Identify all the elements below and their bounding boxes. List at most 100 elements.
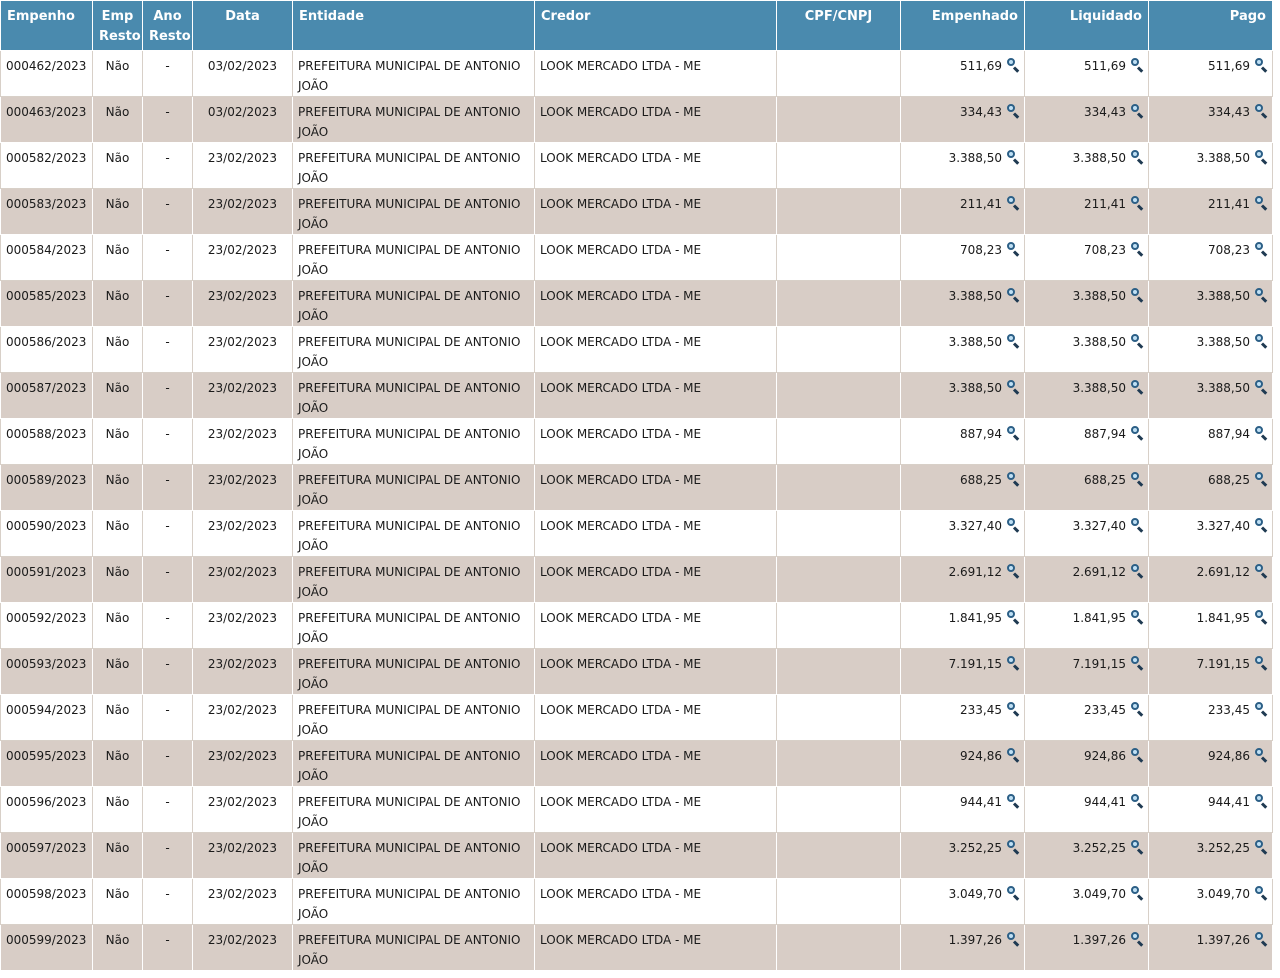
header-data[interactable]: Data: [192, 0, 293, 51]
table-row[interactable]: 000588/2023 Não -23/02/2023 PREFEITURA MUNI…: [0, 418, 1273, 465]
magnifier-icon[interactable]: [1006, 58, 1020, 73]
magnifier-icon[interactable]: [1130, 288, 1144, 303]
magnifier-icon[interactable]: [1006, 196, 1020, 211]
header-empenhado[interactable]: Empenhado: [900, 0, 1025, 51]
magnifier-icon[interactable]: [1130, 610, 1144, 625]
header-ano-resto[interactable]: Ano Resto: [142, 0, 193, 51]
magnifier-icon[interactable]: [1130, 196, 1144, 211]
magnifier-icon[interactable]: [1130, 334, 1144, 349]
magnifier-icon[interactable]: [1006, 702, 1020, 717]
cell-empenho[interactable]: 000598/2023: [0, 878, 93, 925]
magnifier-icon[interactable]: [1254, 334, 1268, 349]
magnifier-icon[interactable]: [1006, 840, 1020, 855]
magnifier-icon[interactable]: [1254, 564, 1268, 579]
cell-empenho[interactable]: 000595/2023: [0, 740, 93, 787]
magnifier-icon[interactable]: [1254, 886, 1268, 901]
magnifier-icon[interactable]: [1254, 242, 1268, 257]
magnifier-icon[interactable]: [1254, 748, 1268, 763]
magnifier-icon[interactable]: [1006, 518, 1020, 533]
header-liquidado[interactable]: Liquidado: [1024, 0, 1149, 51]
table-row[interactable]: 000583/2023 Não -23/02/2023 PREFEITURA MUNI…: [0, 188, 1273, 235]
cell-empenho[interactable]: 000584/2023: [0, 234, 93, 281]
cell-empenho[interactable]: 000583/2023: [0, 188, 93, 235]
magnifier-icon[interactable]: [1254, 518, 1268, 533]
cell-empenho[interactable]: 000463/2023: [0, 96, 93, 143]
magnifier-icon[interactable]: [1254, 840, 1268, 855]
magnifier-icon[interactable]: [1006, 426, 1020, 441]
table-row[interactable]: 000587/2023 Não -23/02/2023 PREFEITURA MUNI…: [0, 372, 1273, 419]
magnifier-icon[interactable]: [1130, 748, 1144, 763]
magnifier-icon[interactable]: [1130, 150, 1144, 165]
cell-empenho[interactable]: 000582/2023: [0, 142, 93, 189]
magnifier-icon[interactable]: [1130, 242, 1144, 257]
magnifier-icon[interactable]: [1130, 426, 1144, 441]
cell-empenho[interactable]: 000587/2023: [0, 372, 93, 419]
magnifier-icon[interactable]: [1130, 794, 1144, 809]
magnifier-icon[interactable]: [1006, 104, 1020, 119]
table-row[interactable]: 000596/2023 Não -23/02/2023 PREFEITURA MUNI…: [0, 786, 1273, 833]
magnifier-icon[interactable]: [1254, 58, 1268, 73]
magnifier-icon[interactable]: [1006, 656, 1020, 671]
magnifier-icon[interactable]: [1254, 288, 1268, 303]
magnifier-icon[interactable]: [1254, 426, 1268, 441]
magnifier-icon[interactable]: [1130, 932, 1144, 947]
magnifier-icon[interactable]: [1006, 150, 1020, 165]
cell-empenho[interactable]: 000585/2023: [0, 280, 93, 327]
magnifier-icon[interactable]: [1254, 702, 1268, 717]
magnifier-icon[interactable]: [1254, 196, 1268, 211]
table-row[interactable]: 000463/2023 Não -03/02/2023 PREFEITURA MUNI…: [0, 96, 1273, 143]
magnifier-icon[interactable]: [1006, 380, 1020, 395]
magnifier-icon[interactable]: [1006, 242, 1020, 257]
table-row[interactable]: 000584/2023 Não -23/02/2023 PREFEITURA MUNI…: [0, 234, 1273, 281]
cell-empenho[interactable]: 000462/2023: [0, 50, 93, 97]
magnifier-icon[interactable]: [1130, 518, 1144, 533]
cell-empenho[interactable]: 000594/2023: [0, 694, 93, 741]
magnifier-icon[interactable]: [1254, 472, 1268, 487]
magnifier-icon[interactable]: [1254, 932, 1268, 947]
table-row[interactable]: 000462/2023 Não -03/02/2023 PREFEITURA MUNI…: [0, 50, 1273, 97]
table-row[interactable]: 000594/2023 Não -23/02/2023 PREFEITURA MUNI…: [0, 694, 1273, 741]
table-row[interactable]: 000582/2023 Não -23/02/2023 PREFEITURA MUNI…: [0, 142, 1273, 189]
header-pago[interactable]: Pago: [1148, 0, 1273, 51]
magnifier-icon[interactable]: [1254, 104, 1268, 119]
cell-empenho[interactable]: 000589/2023: [0, 464, 93, 511]
magnifier-icon[interactable]: [1130, 886, 1144, 901]
magnifier-icon[interactable]: [1130, 840, 1144, 855]
table-row[interactable]: 000585/2023 Não -23/02/2023 PREFEITURA MUNI…: [0, 280, 1273, 327]
magnifier-icon[interactable]: [1130, 58, 1144, 73]
table-row[interactable]: 000598/2023 Não -23/02/2023 PREFEITURA MUNI…: [0, 878, 1273, 925]
magnifier-icon[interactable]: [1006, 932, 1020, 947]
table-row[interactable]: 000589/2023 Não -23/02/2023 PREFEITURA MUNI…: [0, 464, 1273, 511]
cell-empenho[interactable]: 000591/2023: [0, 556, 93, 603]
magnifier-icon[interactable]: [1130, 564, 1144, 579]
cell-empenho[interactable]: 000588/2023: [0, 418, 93, 465]
magnifier-icon[interactable]: [1006, 334, 1020, 349]
magnifier-icon[interactable]: [1254, 610, 1268, 625]
magnifier-icon[interactable]: [1006, 748, 1020, 763]
table-row[interactable]: 000592/2023 Não -23/02/2023 PREFEITURA MUNI…: [0, 602, 1273, 649]
magnifier-icon[interactable]: [1130, 380, 1144, 395]
header-entidade[interactable]: Entidade: [292, 0, 535, 51]
magnifier-icon[interactable]: [1254, 150, 1268, 165]
header-credor[interactable]: Credor: [534, 0, 777, 51]
magnifier-icon[interactable]: [1006, 886, 1020, 901]
magnifier-icon[interactable]: [1130, 472, 1144, 487]
magnifier-icon[interactable]: [1006, 564, 1020, 579]
cell-empenho[interactable]: 000590/2023: [0, 510, 93, 557]
header-emp-resto[interactable]: Emp Resto: [92, 0, 143, 51]
magnifier-icon[interactable]: [1130, 656, 1144, 671]
cell-empenho[interactable]: 000593/2023: [0, 648, 93, 695]
cell-empenho[interactable]: 000599/2023: [0, 924, 93, 971]
table-row[interactable]: 000593/2023 Não -23/02/2023 PREFEITURA MUNI…: [0, 648, 1273, 695]
table-row[interactable]: 000597/2023 Não -23/02/2023 PREFEITURA MUNI…: [0, 832, 1273, 879]
table-row[interactable]: 000586/2023 Não -23/02/2023 PREFEITURA MUNI…: [0, 326, 1273, 373]
table-row[interactable]: 000591/2023 Não -23/02/2023 PREFEITURA MUNI…: [0, 556, 1273, 603]
cell-empenho[interactable]: 000597/2023: [0, 832, 93, 879]
cell-empenho[interactable]: 000596/2023: [0, 786, 93, 833]
table-row[interactable]: 000599/2023 Não -23/02/2023 PREFEITURA MUNI…: [0, 924, 1273, 971]
header-cpf-cnpj[interactable]: CPF/CNPJ: [776, 0, 901, 51]
header-empenho[interactable]: Empenho: [0, 0, 93, 51]
magnifier-icon[interactable]: [1254, 794, 1268, 809]
magnifier-icon[interactable]: [1006, 794, 1020, 809]
table-row[interactable]: 000595/2023 Não -23/02/2023 PREFEITURA MUNI…: [0, 740, 1273, 787]
